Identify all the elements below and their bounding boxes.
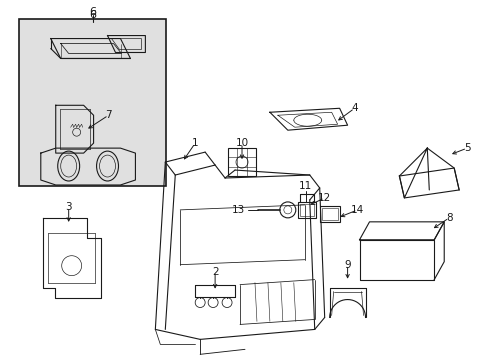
Text: 1: 1 [191, 138, 198, 148]
Bar [19, 19, 166, 186]
Bar [297, 202, 315, 218]
Bar [319, 206, 339, 222]
Text: 10: 10 [235, 138, 248, 148]
Text: 4: 4 [350, 103, 357, 113]
Bar [227, 148, 255, 176]
Text: 7: 7 [105, 110, 112, 120]
Text: 2: 2 [211, 267, 218, 276]
Text: 5: 5 [463, 143, 469, 153]
Bar [299, 204, 313, 216]
Text: 12: 12 [317, 193, 331, 203]
Text: 9: 9 [344, 260, 350, 270]
Text: 3: 3 [65, 202, 72, 212]
Text: 8: 8 [445, 213, 451, 223]
Text: 13: 13 [231, 205, 244, 215]
Text: 6: 6 [89, 10, 96, 20]
Text: 14: 14 [350, 205, 364, 215]
Text: 11: 11 [299, 181, 312, 191]
Bar [321, 208, 337, 220]
Text: 6: 6 [89, 6, 96, 17]
